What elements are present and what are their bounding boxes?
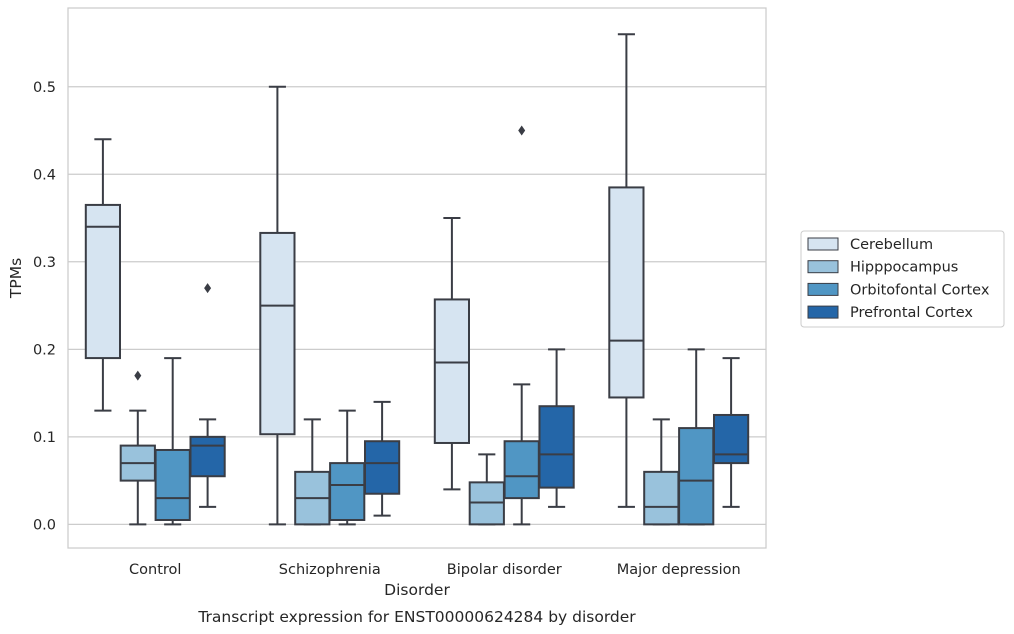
x-axis-label: Disorder bbox=[384, 581, 450, 599]
box-group bbox=[363, 400, 401, 517]
box-group bbox=[294, 418, 331, 526]
box bbox=[678, 427, 715, 526]
box bbox=[433, 298, 471, 444]
y-axis-label: TPMs bbox=[7, 258, 25, 299]
x-tick-labels: Control Schizophrenia Bipolar disorder Majo… bbox=[129, 562, 741, 578]
chart-caption: Transcript expression for ENST0000062428… bbox=[197, 608, 636, 626]
x-tick-label: Major depression bbox=[617, 562, 741, 578]
box bbox=[329, 462, 366, 521]
box-series bbox=[84, 33, 750, 526]
box-group bbox=[329, 409, 366, 526]
legend-swatch bbox=[807, 305, 839, 319]
box bbox=[643, 470, 680, 526]
legend: Cerebellum Hipppocampus Orbitofontal Corte… bbox=[800, 230, 1005, 328]
legend-entry: Prefrontal Cortex bbox=[850, 305, 973, 321]
y-tick-labels: 0.0 0.1 0.2 0.3 0.4 0.5 bbox=[33, 80, 56, 534]
box bbox=[189, 435, 226, 478]
box bbox=[503, 440, 540, 500]
box-group bbox=[259, 85, 296, 526]
legend-entry: Hipppocampus bbox=[850, 260, 958, 276]
box-group bbox=[678, 348, 715, 526]
box-group bbox=[643, 418, 680, 526]
box bbox=[608, 186, 645, 399]
box-group bbox=[538, 348, 575, 508]
box-group bbox=[119, 370, 156, 526]
x-tick-label: Bipolar disorder bbox=[447, 562, 562, 578]
box-group bbox=[468, 453, 505, 526]
box bbox=[538, 405, 575, 489]
outlier-point bbox=[134, 370, 142, 381]
box-group bbox=[189, 283, 226, 508]
legend-frame bbox=[800, 230, 1005, 328]
y-tick-label: 0.3 bbox=[33, 255, 56, 271]
box bbox=[154, 448, 191, 521]
box-group bbox=[84, 138, 122, 412]
box-group bbox=[712, 357, 750, 508]
y-tick-label: 0.4 bbox=[33, 167, 56, 183]
box-group bbox=[433, 217, 471, 491]
legend-swatch bbox=[807, 260, 839, 274]
box-group bbox=[154, 357, 191, 526]
legend-entry: Orbitofontal Cortex bbox=[850, 282, 990, 298]
box bbox=[712, 413, 750, 465]
legend-swatch bbox=[807, 282, 839, 296]
y-tick-label: 0.2 bbox=[33, 342, 56, 358]
outlier-point bbox=[204, 283, 212, 294]
y-tick-label: 0.5 bbox=[33, 80, 56, 96]
x-tick-label: Control bbox=[129, 562, 181, 578]
box bbox=[363, 440, 401, 495]
legend-swatch bbox=[807, 237, 839, 251]
legend-entry: Cerebellum bbox=[850, 237, 933, 253]
box bbox=[259, 231, 296, 436]
y-tick-label: 0.1 bbox=[33, 430, 56, 446]
y-tick-label: 0.0 bbox=[33, 517, 56, 533]
box bbox=[84, 203, 122, 360]
box-group bbox=[608, 33, 645, 508]
x-tick-label: Schizophrenia bbox=[279, 562, 381, 578]
outlier-point bbox=[518, 125, 526, 136]
